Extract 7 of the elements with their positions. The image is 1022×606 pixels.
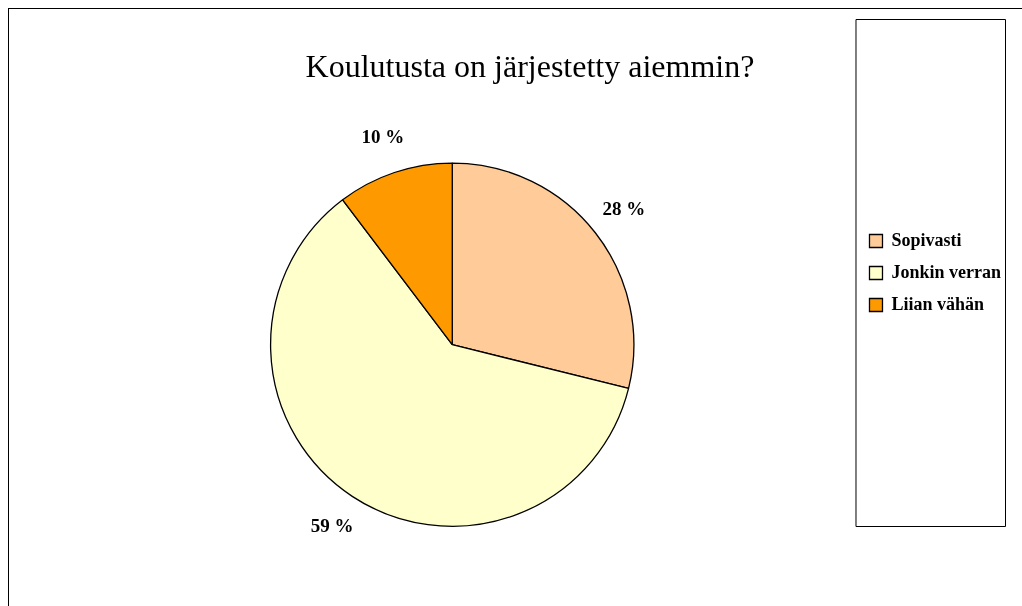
legend-label: Sopivasti (891, 229, 962, 250)
legend-label: Liian vähän (891, 293, 985, 314)
data-label: 59 % (310, 514, 354, 536)
data-label: 10 % (361, 125, 405, 147)
legend-label: Jonkin verran (891, 261, 1001, 282)
data-label: 28 % (602, 198, 646, 220)
chart-title: Koulutusta on järjestetty aiemmin? (305, 47, 755, 84)
